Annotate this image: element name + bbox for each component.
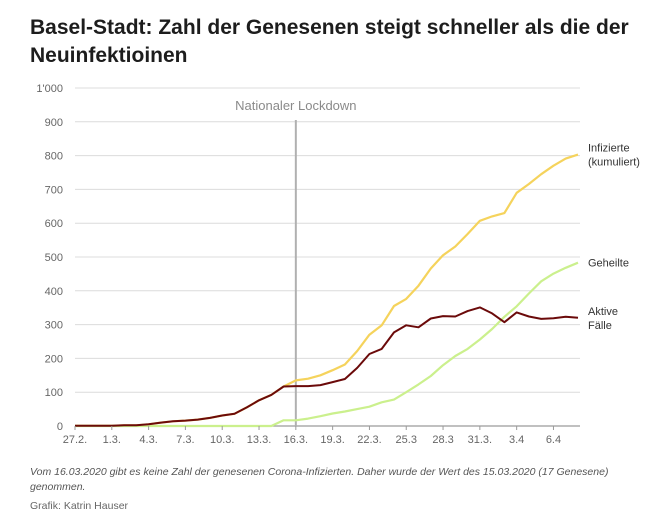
y-tick-label: 0	[57, 421, 63, 433]
credit: Grafik: Katrin Hauser	[30, 500, 129, 512]
y-tick-label: 700	[45, 184, 63, 196]
x-tick-label: 31.3.	[468, 434, 492, 446]
x-tick-label: 1.3.	[103, 434, 121, 446]
series-label-geheilte: Geheilte	[588, 258, 629, 270]
x-tick-label: 28.3	[432, 434, 453, 446]
y-tick-label: 600	[45, 218, 63, 230]
y-tick-label: 1'000	[36, 83, 63, 95]
x-tick-label: 16.3.	[284, 434, 308, 446]
x-tick-label: 27.2.	[63, 434, 87, 446]
y-tick-label: 500	[45, 252, 63, 264]
footnote: Vom 16.03.2020 gibt es keine Zahl der ge…	[30, 466, 609, 493]
x-tick-label: 10.3.	[210, 434, 234, 446]
x-tick-label: 6.4	[546, 434, 561, 446]
x-tick-label: 4.3.	[139, 434, 157, 446]
series-label-aktive-f-lle: Aktive Fälle	[588, 306, 618, 332]
series-label-infizierte-kumuliert: Infizierte (kumuliert)	[588, 143, 640, 169]
x-tick-label: 22.3.	[357, 434, 381, 446]
series-line-geheilte	[75, 261, 579, 428]
series-line-infizierte-kumuliert	[75, 153, 579, 427]
y-tick-label: 400	[45, 286, 63, 298]
grid-lines	[75, 87, 580, 427]
y-tick-label: 300	[45, 320, 63, 332]
series-line-aktive-f-lle	[75, 306, 579, 427]
chart-title: Basel-Stadt: Zahl der Genesenen steigt s…	[30, 16, 629, 67]
lockdown-annotation: Nationaler Lockdown	[235, 98, 357, 426]
y-tick-label: 100	[45, 387, 63, 399]
x-tick-label: 13.3.	[247, 434, 271, 446]
y-axis-tick-labels: 0 100 200 300 400 500 600 700 800 900 1'000	[36, 83, 63, 433]
y-tick-label: 800	[45, 151, 63, 163]
lockdown-label: Nationaler Lockdown	[235, 98, 356, 113]
y-tick-label: 900	[45, 117, 63, 129]
x-tick-label: 3.4	[509, 434, 524, 446]
x-tick-label: 7.3.	[176, 434, 194, 446]
x-tick-label: 19.3.	[320, 434, 344, 446]
series-labels: Infizierte (kumuliert) Geheilte Aktive Fälle	[588, 143, 640, 332]
x-axis-tick-labels: 27.2. 1.3. 4.3. 7.3. 10.3. 13.3. 16.3. 19.3. 22.…	[63, 426, 561, 446]
x-tick-label: 25.3	[396, 434, 417, 446]
y-tick-label: 200	[45, 353, 63, 365]
series-lines	[75, 153, 579, 428]
